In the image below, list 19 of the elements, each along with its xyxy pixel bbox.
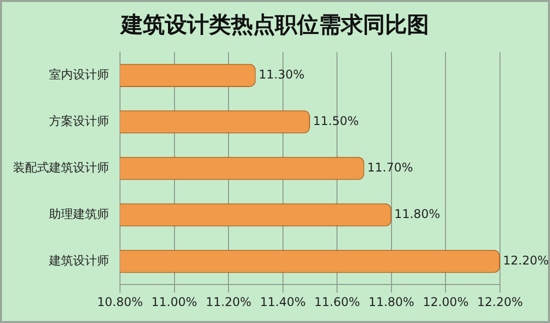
x-tick-label: 11.00%	[151, 294, 198, 309]
x-tick-label: 12.20%	[477, 294, 523, 309]
data-label: 11.50%	[313, 114, 359, 128]
y-tick-label: 室内设计师	[49, 68, 109, 82]
y-tick-label: 助理建筑师	[49, 207, 109, 222]
x-tick-label: 11.40%	[260, 294, 306, 309]
x-tick-label: 11.20%	[206, 294, 252, 309]
data-label: 11.70%	[367, 160, 414, 175]
y-tick-label: 装配式建筑设计师	[13, 160, 109, 175]
data-label: 12.20%	[503, 253, 549, 268]
y-tick-label: 方案设计师	[49, 114, 109, 128]
data-label: 11.80%	[394, 207, 440, 222]
x-tick-label: 12.00%	[422, 294, 469, 309]
y-tick-label: 建筑设计师	[48, 253, 109, 268]
x-tick-label: 11.80%	[368, 294, 414, 309]
data-label: 11.30%	[258, 68, 304, 82]
x-tick-label: 10.80%	[97, 294, 143, 309]
chart-title: 建筑设计类热点职位需求同比图	[118, 12, 430, 40]
x-tick-label: 11.60%	[314, 294, 360, 309]
